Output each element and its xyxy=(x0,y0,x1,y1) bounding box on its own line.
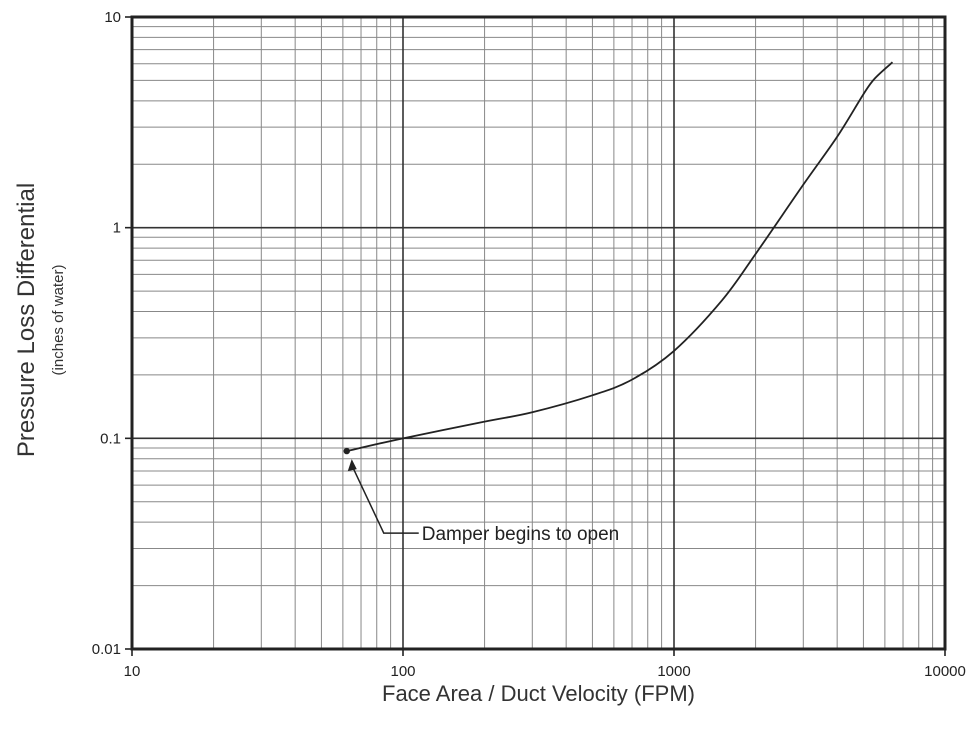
damper-open-point xyxy=(343,447,350,455)
major-grid xyxy=(131,17,945,650)
y-tick-label: 10 xyxy=(104,9,121,26)
x-tick-label: 10000 xyxy=(924,663,966,680)
y-tick-label: 0.01 xyxy=(92,641,121,658)
y-tick-label: 1 xyxy=(113,220,121,237)
minor-grid xyxy=(132,17,945,649)
x-tick-labels: 10 100 1000 10000 xyxy=(124,663,966,680)
axis-ticks xyxy=(125,16,946,656)
annotation-arrowhead xyxy=(347,459,357,472)
x-tick-label: 10 xyxy=(124,663,141,680)
x-tick-label: 1000 xyxy=(657,663,690,680)
x-axis-label: Face Area / Duct Velocity (FPM) xyxy=(382,681,695,706)
plot-frame xyxy=(130,15,947,651)
y-axis-sublabel: (inches of water) xyxy=(50,265,67,376)
pressure-loss-curve xyxy=(346,61,894,452)
x-tick-label: 100 xyxy=(390,663,415,680)
y-tick-labels: 0.01 0.1 1 10 xyxy=(92,9,121,658)
annotation-leader-line xyxy=(351,464,419,534)
annotation-label: Damper begins to open xyxy=(422,524,620,545)
y-axis-label: Pressure Loss Differential xyxy=(13,183,40,457)
y-tick-label: 0.1 xyxy=(100,430,121,447)
